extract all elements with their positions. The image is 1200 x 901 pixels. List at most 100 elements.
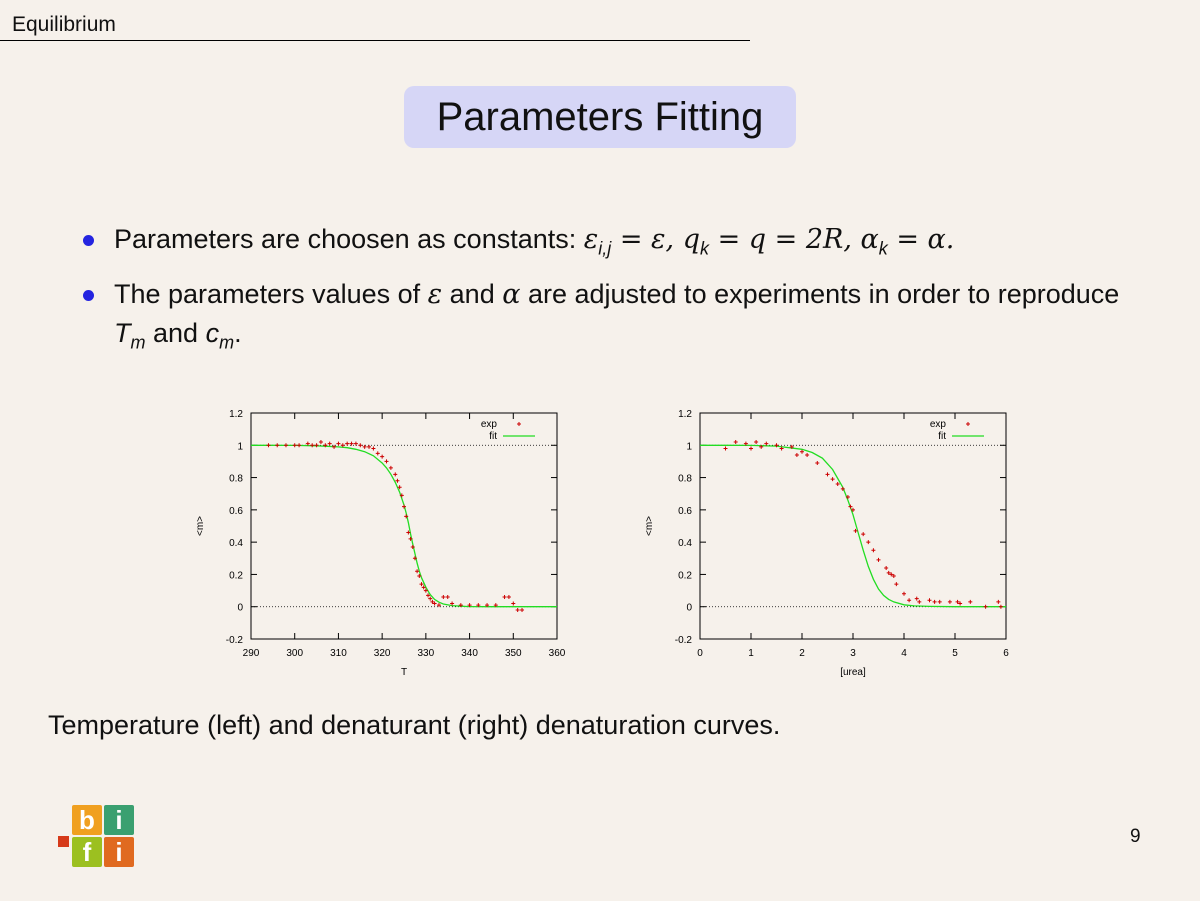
x-tick-label: 6 xyxy=(1003,648,1009,659)
logo-letter: f xyxy=(83,837,92,867)
exp-data-point xyxy=(845,494,850,499)
exp-data-point xyxy=(450,601,455,606)
legend-label: fit xyxy=(938,431,946,442)
exp-data-point xyxy=(441,595,446,600)
exp-data-point xyxy=(511,601,516,606)
exp-data-point xyxy=(436,603,441,608)
exp-data-point xyxy=(515,607,520,612)
y-tick-label: 0.8 xyxy=(678,474,692,485)
exp-data-point xyxy=(426,593,431,598)
plot-frame xyxy=(250,412,558,640)
x-tick-label: 3 xyxy=(850,648,856,659)
math-expression: = q = 2R, α xyxy=(708,224,879,255)
urea-chart: -0.2 0 0.2 0.4 0.6 0.8 1 1.2 0 1 2 3 4 5 6 [urea] <m> exp… xyxy=(644,409,1009,678)
exp-data-point xyxy=(423,588,428,593)
exp-data-point xyxy=(743,441,748,446)
y-tick-label: 0.4 xyxy=(229,538,243,549)
exp-data-point xyxy=(297,443,302,448)
exp-data-point xyxy=(445,595,450,600)
y-tick-label: 0 xyxy=(237,603,243,614)
math-expression: = α. xyxy=(887,224,955,255)
exp-data-point xyxy=(794,452,799,457)
math-symbol: ε xyxy=(427,279,443,311)
y-tick-label: 1.2 xyxy=(229,409,243,420)
bullet-text: . xyxy=(234,318,242,349)
legend-label: exp xyxy=(481,419,498,430)
exp-data-point xyxy=(380,454,385,459)
exp-data-point xyxy=(907,598,912,603)
y-tick-label: 1.2 xyxy=(678,409,692,420)
exp-data-point xyxy=(805,452,810,457)
exp-data-point xyxy=(410,544,415,549)
exp-data-point xyxy=(336,441,341,446)
bullet-text: are adjusted to experiments in order to … xyxy=(520,279,1120,310)
exp-data-point xyxy=(840,486,845,491)
exp-data-point xyxy=(848,504,853,509)
exp-data-point xyxy=(835,482,840,487)
exp-data-point xyxy=(458,603,463,608)
math-expression: = ε, q xyxy=(611,224,700,255)
exp-data-point xyxy=(889,572,894,577)
logo-square-red xyxy=(58,836,69,847)
exp-data-point xyxy=(421,585,426,590)
y-tick-label: 1 xyxy=(237,441,243,452)
bullet-text: Parameters are choosen as constants: xyxy=(114,224,584,254)
bullet-text: and xyxy=(145,318,206,349)
exp-data-point xyxy=(876,557,881,562)
exp-data-point xyxy=(404,514,409,519)
exp-data-point xyxy=(305,441,310,446)
x-tick-label: 2 xyxy=(799,648,805,659)
x-tick-label: 320 xyxy=(374,648,391,659)
exp-data-point xyxy=(367,444,372,449)
math-symbol: c xyxy=(205,318,220,349)
exp-data-point xyxy=(417,574,422,579)
exp-data-point xyxy=(493,603,498,608)
exp-data-point xyxy=(884,565,889,570)
exp-data-point xyxy=(502,595,507,600)
exp-data-point xyxy=(851,507,855,512)
exp-data-point xyxy=(947,599,952,604)
y-tick-label: 0.2 xyxy=(229,570,243,581)
exp-data-point xyxy=(506,595,511,600)
y-tick-label: 1 xyxy=(686,441,692,452)
exp-data-point xyxy=(871,548,876,553)
bifi-logo: b i f i xyxy=(58,805,134,867)
exp-data-point xyxy=(419,582,424,587)
exp-data-point xyxy=(395,478,400,483)
exp-data-point xyxy=(764,441,769,446)
exp-data-point xyxy=(825,472,830,477)
exp-data-point xyxy=(292,443,297,448)
exp-data-point xyxy=(393,472,398,477)
exp-data-point xyxy=(384,459,389,464)
fit-series-line xyxy=(251,444,557,608)
exp-data-point xyxy=(428,596,433,601)
logo-letter: i xyxy=(115,805,122,835)
math-symbol: T xyxy=(114,318,131,349)
temperature-chart: -0.2 0 0.2 0.4 0.6 0.8 1 1.2 290 300 310 320 330 340 3… xyxy=(195,409,566,678)
bullet-dot-icon xyxy=(83,235,94,246)
title-box: Parameters Fitting xyxy=(404,86,796,148)
exp-data-point xyxy=(340,443,345,448)
y-tick-label: 0.8 xyxy=(229,474,243,485)
exp-data-point xyxy=(779,446,784,451)
x-tick-label: 310 xyxy=(330,648,347,659)
legend-label: fit xyxy=(489,431,497,442)
exp-data-point xyxy=(866,540,871,545)
exp-data-point xyxy=(397,485,402,490)
exp-data-point xyxy=(853,528,858,533)
exp-data-point xyxy=(375,451,380,456)
exp-data-point xyxy=(362,444,367,449)
exp-data-point xyxy=(388,465,393,470)
exp-data-point xyxy=(412,556,417,561)
exp-data-point xyxy=(937,599,942,604)
logo-square-green xyxy=(104,805,134,835)
exp-data-point xyxy=(917,599,922,604)
exp-data-point xyxy=(283,443,288,448)
x-axis-label: T xyxy=(401,667,407,678)
exp-data-point xyxy=(476,603,481,608)
fit-series-line xyxy=(700,444,1006,608)
exp-data-point xyxy=(266,443,271,448)
exp-data-point xyxy=(774,443,779,448)
exp-data-point xyxy=(485,603,490,608)
x-tick-label: 350 xyxy=(505,648,522,659)
